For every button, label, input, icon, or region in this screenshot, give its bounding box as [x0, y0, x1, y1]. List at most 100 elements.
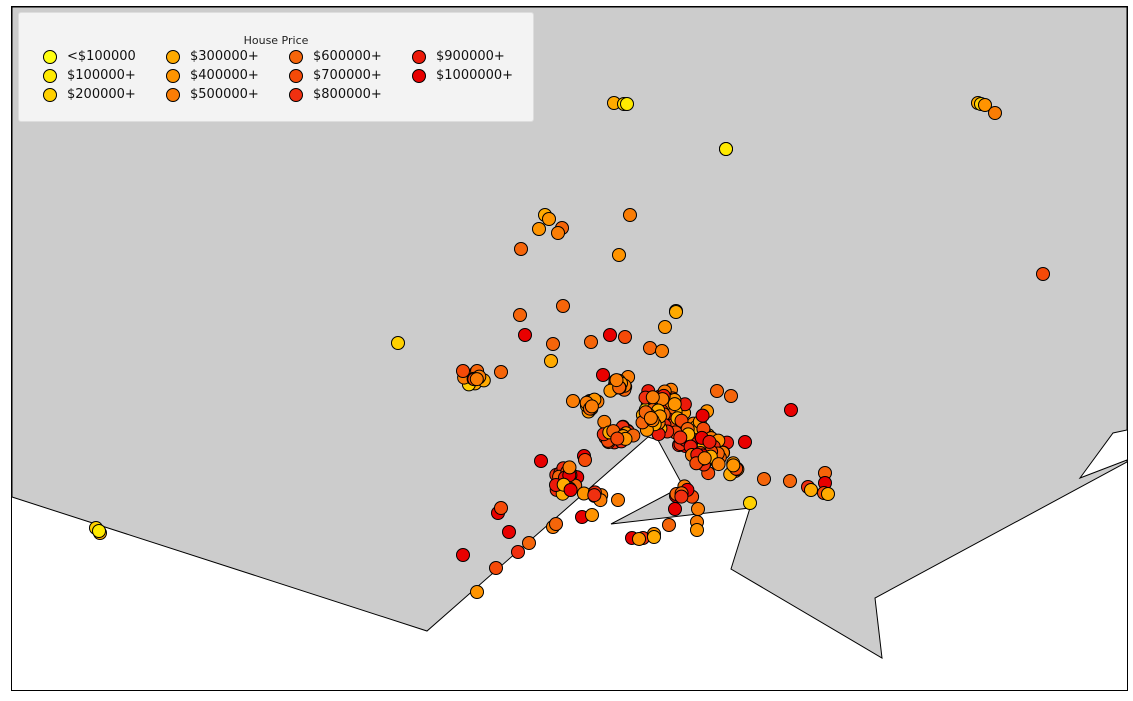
price-marker	[596, 368, 610, 382]
price-marker	[511, 545, 525, 559]
price-marker	[726, 458, 741, 473]
price-marker	[655, 344, 669, 358]
price-marker	[658, 320, 672, 334]
price-markers	[89, 96, 1050, 599]
price-marker	[783, 474, 797, 488]
legend-item: $400000+	[166, 66, 259, 85]
price-marker	[609, 373, 624, 388]
price-marker	[667, 397, 682, 412]
price-marker	[563, 483, 578, 497]
price-marker	[391, 336, 405, 350]
legend-marker-icon	[412, 68, 426, 83]
legend-item: $500000+	[166, 85, 259, 104]
legend-item: $900000+	[412, 47, 505, 66]
legend-marker-icon	[289, 49, 303, 64]
price-marker	[757, 472, 771, 486]
legend-item: $200000+	[43, 85, 136, 104]
price-marker	[578, 453, 592, 467]
legend-marker-icon	[166, 68, 180, 83]
legend-marker-icon	[289, 68, 303, 83]
legend-label: $100000+	[67, 68, 136, 83]
price-marker	[585, 508, 599, 522]
land-area	[11, 6, 1128, 659]
price-marker	[502, 525, 516, 539]
price-marker	[532, 222, 546, 236]
legend-item: $100000+	[43, 66, 136, 85]
price-marker	[551, 226, 565, 240]
price-marker	[522, 536, 536, 550]
legend-label: $600000+	[313, 49, 382, 64]
price-marker	[618, 330, 632, 344]
legend-item: $300000+	[166, 47, 259, 66]
legend-marker-icon	[289, 87, 303, 102]
price-marker	[584, 399, 599, 414]
legend-label: $300000+	[190, 49, 259, 64]
price-marker	[489, 561, 503, 575]
legend-marker-icon	[43, 49, 57, 64]
legend-label: $200000+	[67, 87, 136, 102]
legend-marker-icon	[43, 68, 57, 83]
price-marker	[612, 248, 626, 262]
legend-label: $400000+	[190, 68, 259, 83]
price-marker	[702, 434, 717, 449]
price-marker	[469, 372, 484, 387]
price-marker	[518, 328, 532, 342]
price-marker	[669, 305, 683, 319]
legend-label: $500000+	[190, 87, 259, 102]
price-marker	[643, 341, 657, 355]
price-marker	[494, 365, 508, 379]
price-marker	[632, 532, 646, 546]
legend-item: <$100000	[43, 47, 136, 66]
price-marker	[513, 308, 527, 322]
price-marker	[821, 487, 835, 501]
legend-item: $700000+	[289, 66, 382, 85]
price-marker	[542, 212, 556, 226]
legend-marker-icon	[43, 87, 57, 102]
price-marker	[534, 454, 548, 468]
legend-item: $800000+	[289, 85, 382, 104]
legend-marker-icon	[166, 87, 180, 102]
price-marker	[611, 493, 625, 507]
price-marker	[470, 585, 484, 599]
legend-label: $1000000+	[436, 68, 514, 83]
price-marker	[804, 483, 818, 497]
map-border	[11, 6, 1128, 691]
price-marker	[566, 394, 580, 408]
price-marker	[544, 354, 558, 368]
price-marker	[978, 98, 992, 112]
price-marker	[610, 431, 625, 446]
price-marker	[691, 502, 705, 516]
price-marker	[456, 548, 470, 562]
price-marker	[674, 489, 689, 504]
legend-marker-icon	[412, 49, 426, 64]
price-marker	[645, 390, 660, 405]
price-marker	[673, 430, 688, 445]
price-marker	[562, 460, 577, 475]
price-marker	[719, 142, 733, 156]
map-frame	[11, 6, 1128, 691]
legend-label: <$100000	[67, 49, 136, 64]
legend-item: $1000000+	[412, 66, 513, 85]
price-marker	[587, 488, 602, 503]
legend: House Price <$100000 $100000+ $200000+ $300…	[18, 12, 534, 122]
price-marker	[695, 408, 710, 423]
legend-label: $800000+	[313, 87, 382, 102]
price-marker	[711, 457, 726, 472]
legend-marker-icon	[166, 49, 180, 64]
price-marker	[1036, 267, 1050, 281]
price-marker	[690, 523, 704, 537]
price-marker	[643, 411, 658, 425]
price-marker	[710, 384, 724, 398]
price-marker	[738, 435, 752, 449]
price-marker	[603, 328, 617, 342]
price-marker	[456, 364, 470, 378]
price-marker	[584, 335, 598, 349]
price-marker	[784, 403, 798, 417]
price-marker	[668, 502, 682, 516]
price-marker	[662, 518, 676, 532]
price-marker	[988, 106, 1002, 120]
price-marker	[647, 530, 661, 544]
price-marker	[549, 517, 563, 531]
legend-title: House Price	[243, 34, 309, 47]
